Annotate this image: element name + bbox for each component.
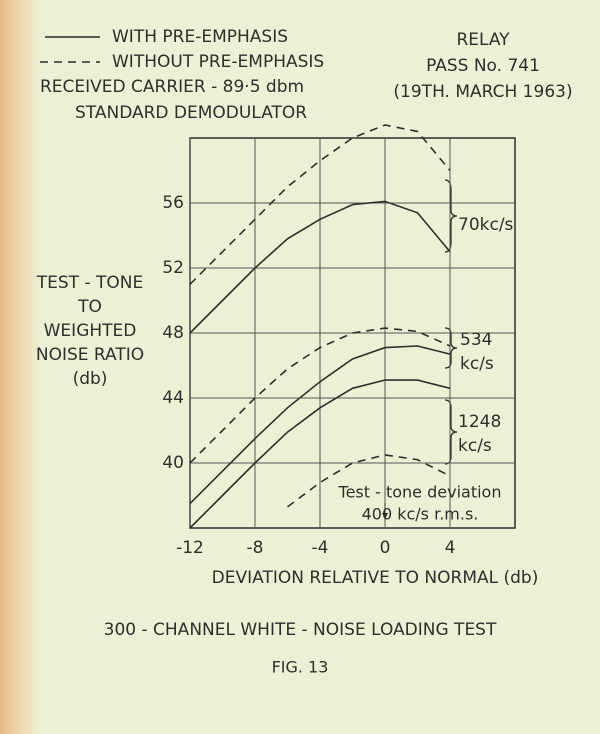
annotation-arrowhead — [382, 513, 388, 519]
note: (19TH. MARCH 1963) — [393, 82, 572, 102]
paper-edge — [0, 0, 42, 734]
curves — [189, 124, 451, 528]
x-tick-label: -4 — [312, 538, 329, 558]
series-line — [189, 124, 451, 285]
note: STANDARD DEMODULATOR — [75, 103, 307, 123]
x-tick-label: -8 — [247, 538, 264, 558]
y-axis-label: WEIGHTED — [44, 321, 137, 341]
bracket — [444, 179, 458, 253]
series-label: 70kc/s — [458, 215, 514, 235]
series-line — [189, 200, 451, 334]
note: PASS No. 741 — [426, 56, 540, 76]
caption: FIG. 13 — [272, 658, 329, 677]
series-line — [189, 345, 451, 505]
y-axis-label: (db) — [73, 369, 108, 389]
series-label: 534 kc/s — [460, 330, 494, 374]
y-tick-label: 56 — [162, 193, 184, 213]
annotation: 400 kc/s r.m.s. — [362, 505, 479, 524]
y-axis-label: TEST - TONE — [36, 273, 143, 293]
y-axis-label: NOISE RATIO — [36, 345, 144, 365]
series-label: 1248 kc/s — [458, 412, 501, 456]
note: RECEIVED CARRIER - 89·5 dbm — [40, 77, 304, 97]
x-axis-label: DEVIATION RELATIVE TO NORMAL (db) — [212, 568, 539, 588]
x-tick-label: -12 — [176, 538, 204, 558]
chart-title: 300 - CHANNEL WHITE - NOISE LOADING TEST — [104, 620, 497, 640]
series-line — [189, 379, 451, 528]
y-tick-label: 44 — [162, 388, 184, 408]
legend-label: WITH PRE-EMPHASIS — [112, 27, 288, 47]
x-tick-label: 0 — [380, 538, 391, 558]
x-tick-label: 4 — [445, 538, 456, 558]
y-tick-label: 48 — [162, 323, 184, 343]
y-tick-label: 40 — [162, 453, 184, 473]
bracket — [444, 399, 458, 465]
series-line — [287, 454, 451, 508]
legend-label: WITHOUT PRE-EMPHASIS — [112, 52, 324, 72]
bracket — [444, 327, 458, 369]
y-tick-label: 52 — [162, 258, 184, 278]
note: RELAY — [456, 30, 510, 50]
annotation: Test - tone deviation — [338, 483, 502, 502]
series-line — [189, 327, 451, 464]
y-axis-label: TO — [77, 297, 102, 317]
